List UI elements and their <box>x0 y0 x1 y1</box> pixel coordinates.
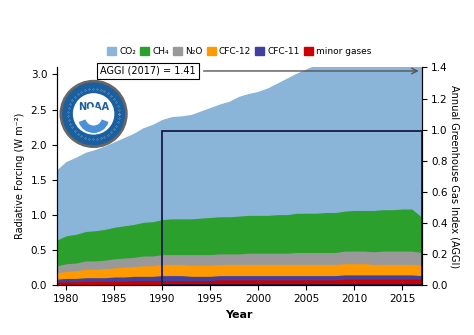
Text: AGGI (2017) = 1.41: AGGI (2017) = 1.41 <box>100 66 196 76</box>
Legend: CO₂, CH₄, N₂O, CFC-12, CFC-11, minor gases: CO₂, CH₄, N₂O, CFC-12, CFC-11, minor gas… <box>104 44 375 60</box>
Y-axis label: Annual Greenhouse Gas Index (AGGI): Annual Greenhouse Gas Index (AGGI) <box>449 84 459 268</box>
Circle shape <box>60 80 127 147</box>
Circle shape <box>63 83 124 145</box>
Bar <box>163 131 421 285</box>
Y-axis label: Radiative Forcing (W m⁻²): Radiative Forcing (W m⁻²) <box>15 113 25 239</box>
Wedge shape <box>84 108 103 117</box>
X-axis label: Year: Year <box>226 310 253 320</box>
Wedge shape <box>80 120 108 132</box>
Circle shape <box>73 94 114 134</box>
Text: NOAA: NOAA <box>78 102 109 112</box>
